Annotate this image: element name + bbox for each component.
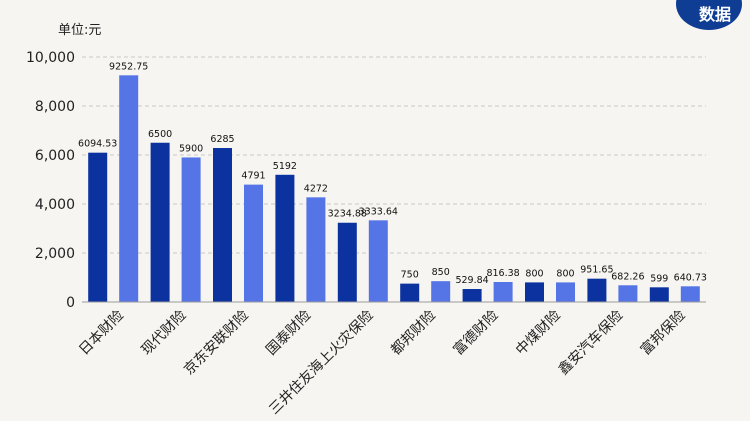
y-axis-ticks: 0 2,000 4,000 6,000 8,000 10,000 [26,50,75,311]
bar [680,286,700,302]
x-tick-label: 国泰财险 [263,308,314,359]
bar [150,142,170,302]
x-tick-label: 富德财险 [450,307,502,359]
bar [618,285,638,302]
y-tick-label: 2,000 [35,246,75,262]
data-label: 6285 [210,134,234,145]
data-label: 750 [401,270,419,281]
bar [306,197,326,302]
bar [400,283,420,302]
y-tick-label: 4,000 [35,197,75,213]
data-label: 6500 [148,129,172,140]
x-tick-label: 都邦财险 [388,308,439,359]
bar [431,281,451,302]
x-tick-label: 鑫安汽车保险 [555,307,626,378]
data-label: 3333.64 [359,206,398,217]
bar [181,157,201,302]
data-label: 599 [650,273,668,284]
data-label: 529.84 [455,275,488,286]
bar [462,289,482,302]
data-label: 5192 [273,161,297,172]
data-label: 816.38 [486,268,519,279]
bar [556,282,575,302]
bar [587,278,607,302]
grid-lines [82,56,706,254]
x-tick-label: 现代财险 [139,308,190,359]
x-tick-label: 富邦保险 [637,307,689,359]
data-label: 3234.88 [328,209,367,220]
x-tick-label: 三井住友海上火灾保险 [266,307,377,418]
bar [213,148,232,302]
data-label: 5900 [179,143,203,154]
bar [119,75,139,303]
bar [88,152,108,302]
data-label: 4272 [304,183,328,194]
y-tick-label: 0 [66,295,75,311]
unit-label: 单位:元 [58,23,101,38]
x-tick-label: 中煤财险 [513,308,564,359]
y-tick-label: 6,000 [35,148,75,164]
bar [244,184,263,302]
x-tick-label: 日本财险 [76,308,127,359]
data-label: 850 [432,267,450,278]
bar [525,282,544,302]
data-label: 951.65 [580,265,613,276]
data-label: 800 [525,268,543,279]
bar [493,281,513,302]
x-tick-label: 京东安联财险 [181,308,252,379]
bar [337,222,357,302]
bar [275,174,295,302]
data-label: 800 [556,268,574,279]
y-tick-label: 10,000 [26,50,75,66]
data-label: 640.73 [674,272,707,283]
badge-text: 数据 [698,5,731,24]
bar [368,220,388,302]
data-label: 6094.53 [78,139,117,150]
bars: 6094.53 9252.75 6500 5900 6285 4791 5192 4272 32… [78,61,707,303]
data-label: 4791 [241,171,265,182]
data-label: 9252.75 [109,61,148,72]
data-label: 682.26 [611,271,644,282]
y-tick-label: 8,000 [35,99,75,115]
bar [649,287,669,302]
